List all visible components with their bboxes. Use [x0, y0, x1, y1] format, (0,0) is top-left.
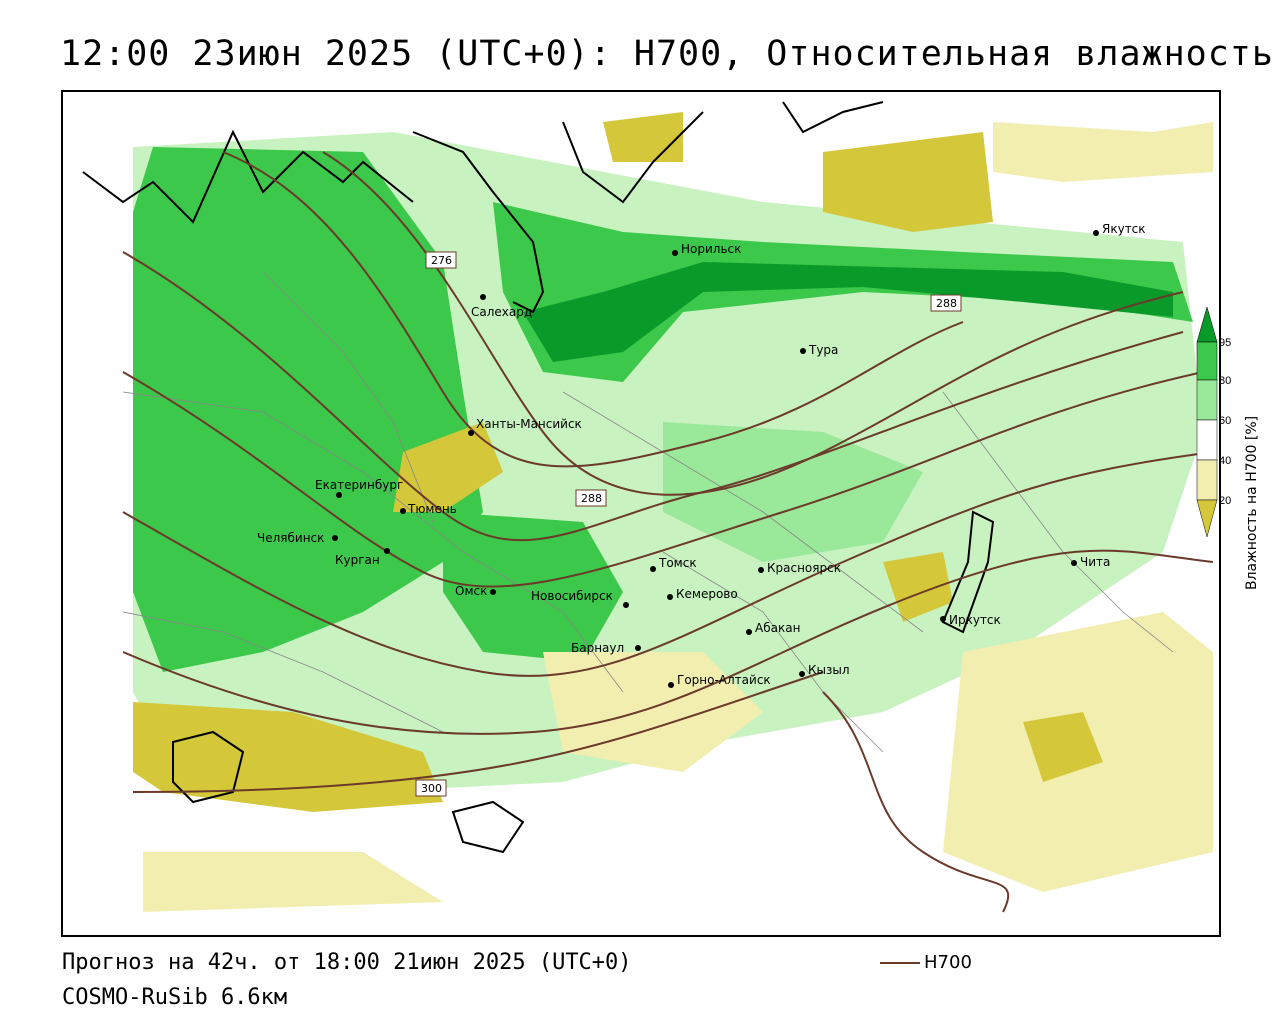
city-dot — [650, 566, 656, 572]
city-label-abakan: Абакан — [755, 621, 800, 635]
contour-swatch — [880, 961, 920, 964]
city-label-norilsk: Норильск — [681, 242, 741, 256]
contour-legend-label: H700 — [924, 952, 972, 973]
city-label-novosibirsk: Новосибирск — [531, 589, 613, 603]
contour-label: 288 — [936, 297, 957, 310]
legend-swatch — [1196, 459, 1218, 501]
h700-contours — [122, 151, 1214, 913]
city-label-tomsk: Томск — [658, 556, 697, 570]
city-label-barnaul: Барнаул — [571, 641, 624, 655]
legend-swatch — [1196, 341, 1218, 381]
city-label-omsk: Омск — [455, 584, 487, 598]
map-panel: 276 288 288 300 Норильск Якутск Салехард… — [61, 90, 1221, 937]
legend-tick: 80 — [1219, 375, 1231, 387]
city-dot — [623, 602, 629, 608]
city-dot — [940, 616, 946, 622]
city-label-tyumen: Тюмень — [407, 502, 457, 516]
city-dot — [332, 535, 338, 541]
city-dot — [490, 589, 496, 595]
contour-label: 300 — [421, 782, 442, 795]
city-label-salekhard: Салехард — [471, 305, 532, 319]
legend-swatch — [1196, 379, 1218, 421]
city-dot — [672, 250, 678, 256]
contour-label: 288 — [581, 492, 602, 505]
city-label-kurgan: Курган — [335, 553, 380, 567]
city-label-chita: Чита — [1080, 555, 1110, 569]
city-label-kemerovo: Кемерово — [676, 587, 738, 601]
contour-label: 276 — [431, 254, 452, 267]
contour-legend: H700 — [880, 952, 972, 973]
legend-arrow-up — [1196, 306, 1218, 343]
city-markers: Норильск Якутск Салехард Тура Ханты-Манс… — [257, 222, 1146, 688]
city-label-irkutsk: Иркутск — [949, 613, 1001, 627]
city-dot — [468, 430, 474, 436]
city-dot — [400, 508, 406, 514]
city-label-krasnoyarsk: Красноярск — [767, 561, 841, 575]
city-label-yakutsk: Якутск — [1102, 222, 1146, 236]
city-dot — [746, 629, 752, 635]
city-dot — [800, 348, 806, 354]
legend-arrow-down — [1196, 499, 1218, 538]
city-dot — [336, 492, 342, 498]
legend-tick: 60 — [1219, 415, 1231, 427]
city-label-chelyabinsk: Челябинск — [257, 531, 324, 545]
city-label-gorno-altaysk: Горно-Алтайск — [677, 673, 771, 687]
forecast-info: Прогноз на 42ч. от 18:00 21июн 2025 (UTC… — [62, 950, 632, 975]
legend-tick: 40 — [1219, 455, 1231, 467]
color-legend: 95 80 60 40 20 — [1195, 305, 1275, 590]
city-dot — [480, 294, 486, 300]
city-dot — [1071, 560, 1077, 566]
map-svg: 276 288 288 300 Норильск Якутск Салехард… — [82, 101, 1214, 913]
contour-labels: 276 288 288 300 — [415, 251, 962, 797]
city-label-yekaterinburg: Екатеринбург — [315, 478, 403, 492]
city-dot — [1093, 230, 1099, 236]
city-dot — [384, 548, 390, 554]
city-dot — [668, 682, 674, 688]
legend-tick: 95 — [1219, 337, 1231, 349]
region-borders — [122, 271, 1174, 753]
city-dot — [635, 645, 641, 651]
city-dot — [667, 594, 673, 600]
city-label-kyzyl: Кызыл — [808, 663, 850, 677]
legend-tick: 20 — [1219, 495, 1231, 507]
city-label-tura: Тура — [808, 343, 838, 357]
humidity-field — [133, 112, 1213, 912]
legend-axis-label: Влажность на H700 [%] — [1244, 415, 1260, 590]
city-dot — [799, 671, 805, 677]
legend-swatch — [1196, 419, 1218, 461]
legend-svg: 95 80 60 40 20 — [1196, 306, 1231, 538]
model-info: COSMO-RuSib 6.6км — [62, 985, 288, 1010]
city-label-khanty-mansiysk: Ханты-Мансийск — [476, 417, 582, 431]
chart-title: 12:00 23июн 2025 (UTC+0): H700, Относите… — [60, 34, 1274, 74]
city-dot — [758, 567, 764, 573]
